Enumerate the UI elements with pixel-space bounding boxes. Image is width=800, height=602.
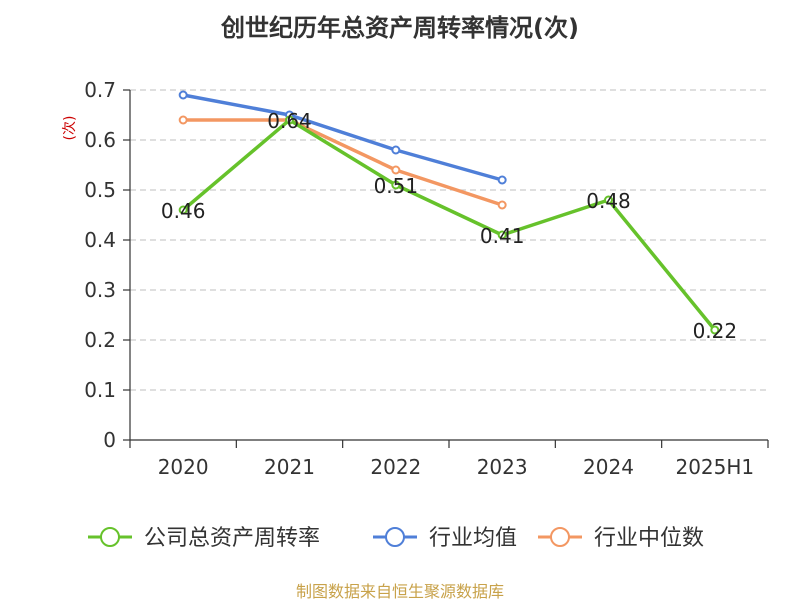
grid-lines	[130, 89, 768, 391]
y-tick-label: 0.3	[84, 278, 116, 302]
data-point	[497, 200, 507, 210]
x-tick-label: 2023	[477, 455, 528, 479]
legend-label: 行业均值	[429, 526, 517, 551]
axes: 0 0.1 0.2 0.3 0.4 0.5 0.6 0.7 (次) 2020 2021 2022 202…	[62, 78, 769, 479]
series-lines	[178, 90, 720, 335]
data-label: 0.46	[161, 199, 206, 223]
data-label: 0.51	[374, 174, 419, 198]
legend-label: 行业中位数	[594, 526, 704, 551]
y-axis-label: (次)	[62, 116, 78, 141]
legend-swatch-marker	[100, 527, 120, 547]
data-label: 0.64	[267, 109, 312, 133]
series-line	[183, 118, 503, 207]
data-labels: 0.46 0.64 0.51 0.41 0.48 0.22	[161, 109, 737, 343]
data-point	[391, 165, 401, 175]
x-tick-label: 2021	[264, 455, 315, 479]
legend-label: 公司总资产周转率	[144, 526, 320, 551]
series-line	[182, 118, 717, 332]
y-tick-label: 0.1	[84, 378, 116, 402]
data-point	[497, 175, 507, 185]
data-point	[710, 325, 720, 335]
legend: 公司总资产周转率 行业均值 行业中位数	[88, 526, 704, 551]
data-point	[391, 180, 401, 190]
x-tick-label: 2022	[370, 455, 421, 479]
source-note: 制图数据来自恒生聚源数据库	[295, 582, 504, 601]
data-point	[391, 145, 401, 155]
legend-swatch-marker	[385, 527, 405, 547]
data-label: 0.48	[586, 189, 631, 213]
y-tick-label: 0.2	[84, 328, 116, 352]
data-point	[178, 90, 188, 100]
data-point	[178, 205, 188, 215]
y-tick-label: 0.7	[84, 78, 116, 102]
y-tick-label: 0.6	[84, 128, 116, 152]
legend-swatch-marker	[550, 527, 570, 547]
chart-title: 创世纪历年总资产周转率情况(次)	[221, 14, 579, 42]
data-point	[497, 230, 507, 240]
x-tick-label: 2020	[158, 455, 209, 479]
y-tick-label: 0.5	[84, 178, 116, 202]
data-point	[285, 115, 294, 125]
y-tick-label: 0.4	[84, 228, 116, 252]
y-tick-label: 0	[103, 428, 116, 452]
series-line	[182, 93, 503, 182]
data-point	[178, 115, 188, 125]
data-point	[604, 195, 613, 205]
data-label: 0.22	[693, 319, 738, 343]
x-tick-label: 2024	[583, 455, 634, 479]
x-tick-label: 2025H1	[675, 455, 754, 479]
data-label: 0.41	[480, 224, 525, 248]
